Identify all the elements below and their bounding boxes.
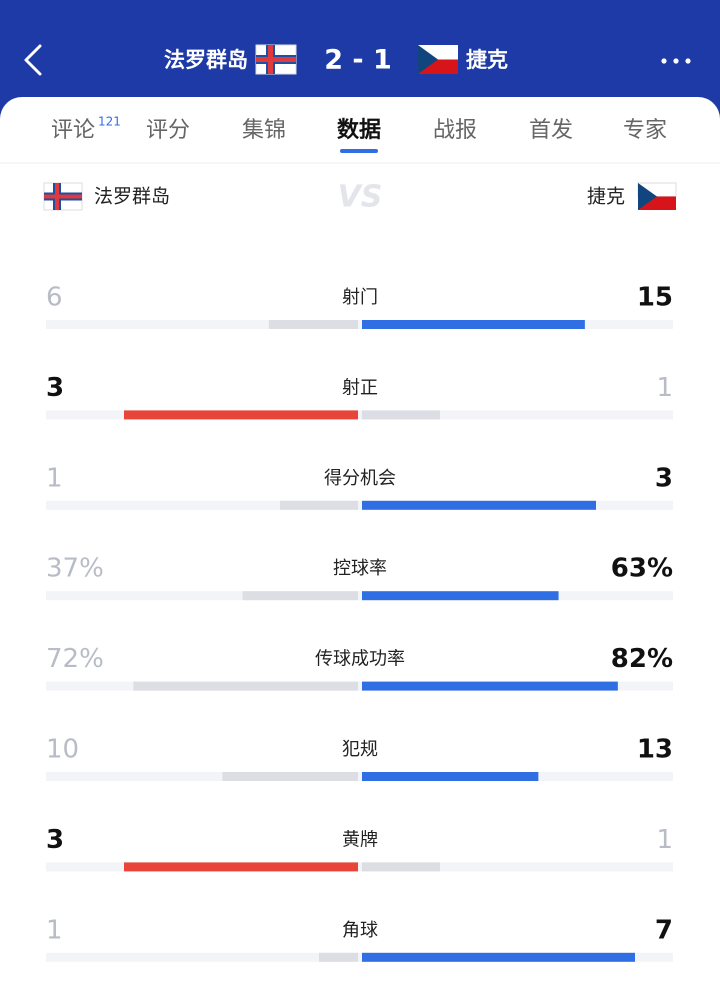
score: 2 - 1 [324, 45, 392, 76]
home-value: 37% [46, 554, 104, 584]
stat-label: 黄牌 [342, 829, 378, 850]
home-bar [242, 591, 358, 601]
away-value: 13 [637, 735, 673, 765]
bar-track [46, 952, 673, 962]
away-bar [362, 952, 635, 962]
away-flag-small [637, 182, 677, 210]
away-team: 捷克 [466, 48, 508, 72]
stat-label: 得分机会 [324, 468, 396, 489]
home-bar [268, 320, 358, 329]
tab[interactable]: 首发 [529, 118, 573, 143]
tab[interactable]: 评论 [51, 118, 95, 143]
faroe-flag [255, 44, 297, 75]
away-value: 1 [656, 825, 673, 855]
home-value: 6 [46, 283, 63, 313]
stat-label: 射正 [342, 377, 378, 398]
away-bar [362, 320, 585, 329]
tab-badge: 121 [98, 115, 121, 129]
home-flag-small [43, 182, 83, 211]
home-value: 10 [46, 735, 79, 765]
tab[interactable]: 评分 [146, 118, 190, 143]
card [0, 97, 720, 993]
home-bar [124, 410, 358, 420]
away-bar [362, 410, 440, 420]
home-value: 3 [46, 373, 64, 403]
home-bar [222, 772, 358, 781]
bar-track [46, 500, 673, 510]
away-value: 82% [611, 644, 673, 674]
away-bar [362, 591, 559, 601]
away-value: 15 [637, 283, 673, 313]
away-bar [362, 772, 539, 781]
home-value: 72% [46, 644, 104, 674]
czech-flag [418, 45, 458, 74]
back-button[interactable] [24, 44, 42, 76]
away-value: 7 [655, 915, 673, 945]
away-bar [362, 862, 440, 872]
bar-track [46, 681, 673, 691]
home-team: 法罗群岛 [164, 48, 248, 72]
away-bar [362, 500, 596, 510]
more-button[interactable] [661, 58, 691, 64]
home-value: 1 [46, 915, 63, 945]
vs-mark: VS [338, 180, 383, 215]
tab-indicator [340, 149, 378, 153]
away-bar [362, 681, 618, 691]
stat-label: 犯规 [342, 739, 378, 760]
home-bar [124, 862, 358, 872]
bar-track [46, 320, 673, 329]
home-value: 3 [46, 825, 64, 855]
tab[interactable]: 战报 [433, 118, 477, 143]
away-value: 1 [656, 373, 673, 403]
away-value: 63% [611, 554, 673, 584]
bar-track [46, 591, 673, 601]
tab[interactable]: 集锦 [242, 118, 286, 143]
tab[interactable]: 数据 [337, 117, 381, 143]
away-value: 3 [655, 463, 673, 493]
home-bar [280, 500, 358, 510]
home-bar [319, 952, 358, 962]
home-value: 1 [46, 463, 63, 493]
tab[interactable]: 专家 [623, 118, 667, 143]
bar-track [46, 862, 673, 872]
stat-label: 射门 [342, 287, 378, 308]
away-team-label: 捷克 [587, 186, 625, 208]
stat-label: 角球 [342, 920, 378, 941]
home-team-label: 法罗群岛 [94, 186, 170, 208]
stat-label: 控球率 [333, 558, 387, 579]
home-bar [133, 681, 358, 691]
bar-track [46, 410, 673, 420]
stat-label: 传球成功率 [315, 649, 405, 670]
bar-track [46, 772, 673, 781]
